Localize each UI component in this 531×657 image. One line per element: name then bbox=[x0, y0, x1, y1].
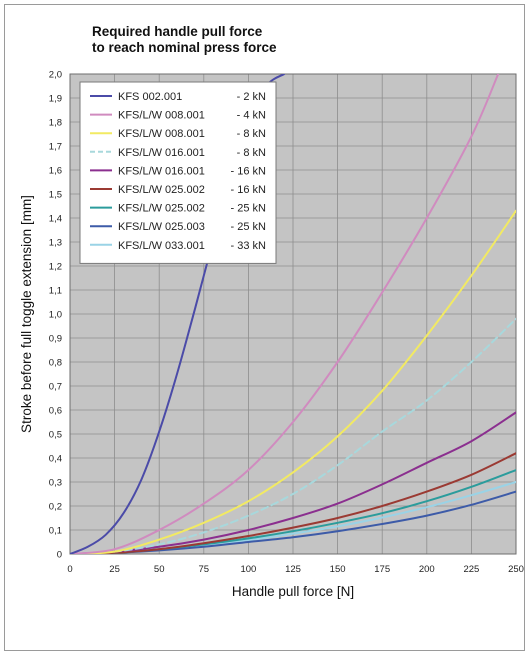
legend-series-name: KFS/L/W 016.001 bbox=[118, 147, 205, 159]
y-tick-label: 1,6 bbox=[49, 166, 62, 177]
x-axis-label: Handle pull force [N] bbox=[232, 584, 354, 599]
y-tick-label: 0,9 bbox=[49, 334, 62, 345]
legend-series-suffix: - 25 kN bbox=[231, 203, 267, 215]
x-tick-label: 0 bbox=[67, 564, 72, 575]
legend-box bbox=[79, 81, 277, 264]
x-tick-label: 250 bbox=[508, 564, 524, 575]
legend-series-name: KFS/L/W 016.001 bbox=[118, 165, 205, 177]
legend-series-suffix: - 33 kN bbox=[231, 240, 267, 252]
series-line bbox=[70, 74, 500, 554]
legend-series-name: KFS/L/W 033.001 bbox=[118, 240, 205, 252]
series-line bbox=[70, 452, 516, 554]
x-tick-label: 200 bbox=[419, 564, 435, 575]
chart-title: Required handle pull force to reach nomin… bbox=[92, 24, 277, 55]
y-tick-label: 0,2 bbox=[49, 502, 62, 513]
legend-series-name: KFS/L/W 025.002 bbox=[118, 203, 205, 215]
chart-title-line: to reach nominal press force bbox=[92, 40, 277, 55]
legend-series-name: KFS/L/W 008.001 bbox=[118, 110, 205, 122]
legend-series-name: KFS/L/W 025.002 bbox=[118, 184, 205, 196]
y-tick-label: 1,5 bbox=[49, 190, 62, 201]
y-tick-label: 1,4 bbox=[49, 214, 62, 225]
legend-series-name: KFS 002.001 bbox=[118, 91, 182, 103]
legend-series-suffix: - 2 kN bbox=[237, 91, 266, 103]
y-tick-label: 0,3 bbox=[49, 478, 62, 489]
x-tick-label: 150 bbox=[330, 564, 346, 575]
legend-series-suffix: - 4 kN bbox=[237, 110, 266, 122]
plot-border bbox=[69, 73, 517, 555]
legend-series-suffix: - 16 kN bbox=[231, 184, 267, 196]
y-tick-label: 1,7 bbox=[49, 142, 62, 153]
y-tick-label: 1,2 bbox=[49, 262, 62, 273]
legend-series-suffix: - 8 kN bbox=[237, 128, 266, 140]
y-tick-label: 1,3 bbox=[49, 238, 62, 249]
legend-series-suffix: - 8 kN bbox=[237, 147, 266, 159]
x-tick-label: 75 bbox=[199, 564, 210, 575]
x-tick-label: 50 bbox=[154, 564, 165, 575]
x-tick-label: 175 bbox=[374, 564, 390, 575]
series-line bbox=[70, 209, 516, 554]
legend-series-suffix: - 25 kN bbox=[231, 221, 267, 233]
y-tick-label: 0,7 bbox=[49, 382, 62, 393]
y-tick-label: 1,0 bbox=[49, 310, 62, 321]
y-tick-label: 1,1 bbox=[49, 286, 62, 297]
legend-series-suffix: - 16 kN bbox=[231, 165, 267, 177]
y-tick-label: 0,8 bbox=[49, 358, 62, 369]
x-tick-label: 225 bbox=[463, 564, 479, 575]
x-tick-label: 125 bbox=[285, 564, 301, 575]
y-axis-label: Stroke before full toggle extension [mm] bbox=[19, 195, 34, 433]
y-tick-label: 0,4 bbox=[49, 454, 62, 465]
y-tick-label: 2,0 bbox=[49, 70, 62, 81]
chart-title-line: Required handle pull force bbox=[92, 24, 263, 39]
y-tick-label: 1,9 bbox=[49, 94, 62, 105]
x-tick-label: 100 bbox=[240, 564, 256, 575]
y-tick-label: 0 bbox=[57, 550, 62, 561]
y-tick-label: 0,1 bbox=[49, 526, 62, 537]
x-tick-label: 25 bbox=[109, 564, 120, 575]
series-line bbox=[70, 411, 516, 554]
y-tick-label: 0,5 bbox=[49, 430, 62, 441]
legend-series-name: KFS/L/W 008.001 bbox=[118, 128, 205, 140]
series-line bbox=[70, 317, 516, 554]
y-tick-label: 1,8 bbox=[49, 118, 62, 129]
y-tick-label: 0,6 bbox=[49, 406, 62, 417]
legend-series-name: KFS/L/W 025.003 bbox=[118, 221, 205, 233]
